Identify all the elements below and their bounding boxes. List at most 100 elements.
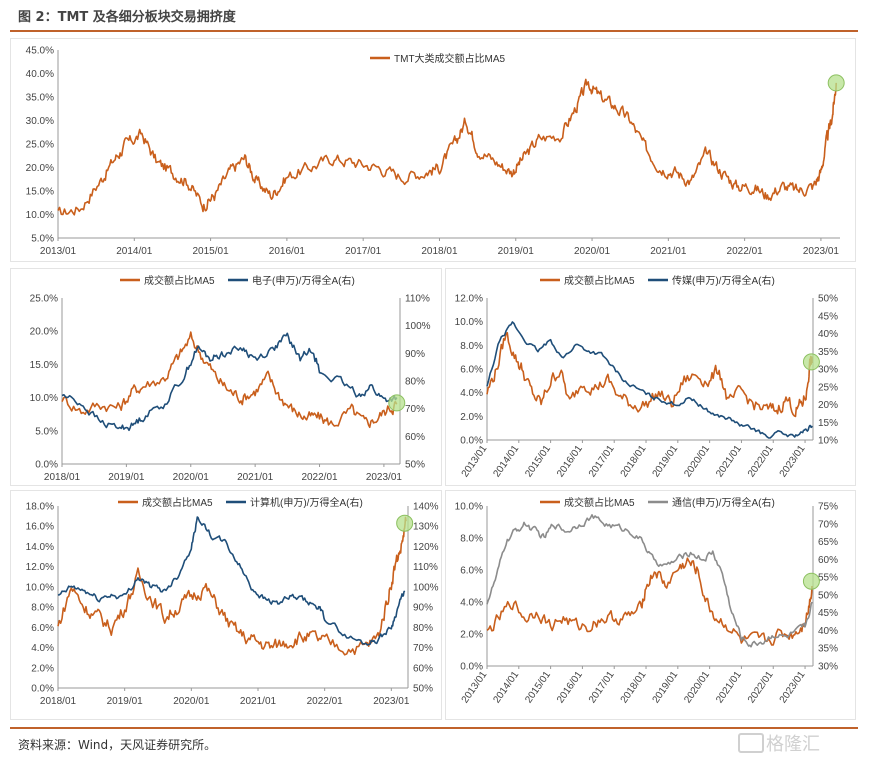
x-tick-label: 2013/01 (40, 246, 77, 257)
x-tick-label: 2022/01 (727, 246, 764, 257)
x-tick-label: 2016/01 (555, 443, 585, 479)
y-tick-label: 14.0% (26, 542, 54, 553)
legend-label: TMT大类成交额占比MA5 (394, 52, 506, 65)
y-tick-label: 20.0% (26, 163, 54, 174)
y2-tick-label: 30% (818, 662, 838, 673)
chart-computer: 18.0% 16.0% 14.0% 12.0% 10.0% 8.0% 6.0% 4.0% 2.0… (10, 490, 442, 720)
panel-frame (10, 490, 442, 720)
y2-tick-label: 120% (413, 542, 439, 553)
top-rule (10, 30, 858, 32)
x-tick-label: 2018/01 (421, 246, 458, 257)
legend-label: 电子(申万)/万得全A(右) (252, 274, 355, 287)
y-tick-label: 40.0% (26, 69, 54, 80)
y2-tick-label: 90% (413, 603, 433, 614)
y2-tick-label: 25% (818, 382, 838, 393)
legend-label: 成交额占比MA5 (144, 274, 215, 287)
x-tick-label: 2022/01 (307, 696, 344, 707)
y-tick-label: 35.0% (26, 93, 54, 104)
watermark-logo-icon (738, 733, 764, 753)
x-tick-label: 2023/01 (778, 669, 808, 705)
y2-tick-label: 15% (818, 418, 838, 429)
y2-tick-label: 35% (818, 644, 838, 655)
y2-tick-label: 20% (818, 400, 838, 411)
source-note: 资料来源：Wind，天风证券研究所。 (18, 738, 217, 752)
y2-tick-label: 30% (818, 365, 838, 376)
y-tick-label: 6.0% (460, 365, 483, 376)
x-tick-label: 2017/01 (587, 669, 617, 705)
x-tick-label: 2019/01 (108, 472, 145, 483)
y2-tick-label: 80% (405, 377, 425, 388)
series-line-relative (61, 332, 398, 432)
y2-tick-label: 110% (405, 294, 430, 305)
panel-frame (10, 38, 856, 262)
y2-tick-label: 60% (413, 663, 433, 674)
x-tick-label: 2020/01 (682, 443, 712, 479)
y-tick-label: 2.0% (460, 630, 483, 641)
y-tick-label: 25.0% (26, 140, 54, 151)
x-tick-label: 2016/01 (269, 246, 306, 257)
panel-frame (445, 490, 856, 720)
x-tick-label: 2015/01 (193, 246, 230, 257)
x-tick-label: 2015/01 (523, 669, 553, 705)
x-tick-label: 2019/01 (651, 669, 681, 705)
series-line-share (486, 557, 813, 646)
x-tick-label: 2023/01 (373, 696, 410, 707)
chart-telecom: 10.0% 8.0% 6.0% 4.0% 2.0% 0.0% 75% 70% 65% 60% 55%… (445, 490, 856, 720)
y2-tick-label: 10% (818, 436, 838, 447)
y2-tick-label: 45% (818, 608, 838, 619)
legend-label: 计算机(申万)/万得全A(右) (250, 496, 363, 509)
x-tick-label: 2022/01 (746, 443, 776, 479)
y-tick-label: 15.0% (26, 187, 54, 198)
x-tick-label: 2022/01 (301, 472, 338, 483)
y2-tick-label: 70% (818, 519, 838, 530)
y2-tick-label: 100% (405, 321, 431, 332)
x-tick-label: 2020/01 (173, 472, 210, 483)
y-tick-label: 5.0% (35, 426, 58, 437)
highlight-marker (827, 74, 845, 92)
x-tick-label: 2014/01 (492, 669, 522, 705)
y2-tick-label: 60% (405, 432, 425, 443)
x-tick-label: 2021/01 (240, 696, 277, 707)
x-tick-label: 2019/01 (651, 443, 681, 479)
y-tick-label: 5.0% (31, 234, 54, 245)
x-tick-label: 2013/01 (460, 443, 490, 479)
y2-tick-label: 60% (818, 555, 838, 566)
y-tick-label: 2.0% (460, 412, 483, 423)
y2-tick-label: 110% (413, 562, 438, 573)
y-tick-label: 0.0% (35, 460, 58, 471)
y2-tick-label: 70% (405, 404, 425, 415)
y-tick-label: 45.0% (26, 46, 54, 57)
x-tick-label: 2014/01 (116, 246, 153, 257)
x-tick-label: 2021/01 (714, 669, 744, 705)
x-tick-label: 2018/01 (619, 443, 649, 479)
series-line-share (57, 516, 407, 656)
x-tick-label: 2020/01 (574, 246, 611, 257)
y-tick-label: 0.0% (460, 662, 483, 673)
y-tick-label: 4.0% (31, 643, 54, 654)
y-tick-label: 10.0% (455, 317, 483, 328)
x-tick-label: 2021/01 (714, 443, 744, 479)
y2-tick-label: 50% (818, 294, 838, 305)
legend-label: 通信(申万)/万得全A(右) (672, 496, 775, 509)
x-tick-label: 2023/01 (778, 443, 808, 479)
y-tick-label: 4.0% (460, 388, 483, 399)
chart-electronics: 25.0% 20.0% 15.0% 10.0% 5.0% 0.0% 110% 100% 90% 8… (10, 268, 442, 486)
y-tick-label: 0.0% (460, 436, 483, 447)
y-tick-label: 0.0% (31, 684, 54, 695)
y2-tick-label: 65% (818, 537, 838, 548)
y-tick-label: 25.0% (30, 294, 58, 305)
y-tick-label: 8.0% (31, 603, 54, 614)
x-tick-label: 2020/01 (173, 696, 210, 707)
x-tick-label: 2013/01 (460, 669, 490, 705)
y2-tick-label: 75% (818, 502, 838, 513)
x-tick-label: 2023/01 (366, 472, 403, 483)
y-tick-label: 6.0% (31, 623, 54, 634)
highlight-marker (802, 353, 820, 371)
x-tick-label: 2018/01 (40, 696, 77, 707)
highlight-marker (802, 572, 820, 590)
legend-label: 成交额占比MA5 (564, 274, 635, 287)
bottom-rule (10, 727, 858, 729)
y-tick-label: 4.0% (460, 598, 483, 609)
y2-tick-label: 100% (413, 582, 439, 593)
x-tick-label: 2021/01 (650, 246, 687, 257)
